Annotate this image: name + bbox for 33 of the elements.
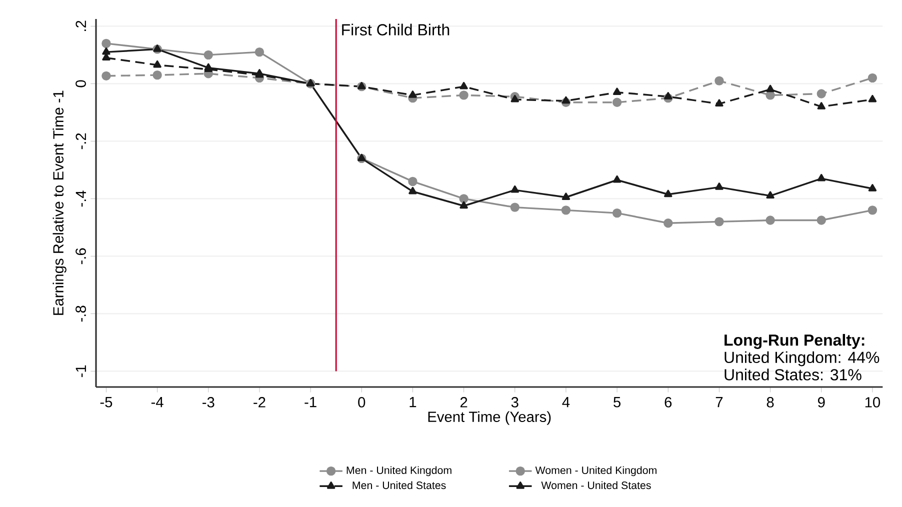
x-tick-label: 9 bbox=[818, 397, 825, 408]
y-tick-label: -.4 bbox=[76, 190, 86, 207]
legend-label: Men - United States bbox=[352, 481, 446, 490]
x-tick-label: -4 bbox=[151, 397, 164, 408]
x-tick-label: 4 bbox=[562, 397, 570, 408]
y-tick-label: 0 bbox=[76, 80, 86, 88]
y-tick-label: .2 bbox=[76, 20, 86, 31]
legend-label: Women - United Kingdom bbox=[535, 466, 656, 476]
x-tick-label: -1 bbox=[304, 397, 316, 408]
x-tick-label: 2 bbox=[460, 397, 468, 408]
annotation: Long-Run Penalty: bbox=[724, 334, 864, 349]
x-tick-label: 10 bbox=[865, 397, 880, 408]
ref-line-label: First Child Birth bbox=[342, 24, 450, 36]
annotation: United Kingdom: 44% bbox=[724, 351, 880, 366]
x-tick-label: 3 bbox=[511, 397, 518, 408]
x-tick-label: -5 bbox=[100, 397, 112, 408]
annotation: United States: 31% bbox=[724, 368, 862, 380]
x-tick-label: 5 bbox=[614, 397, 620, 408]
x-axis-title: Event Time (Years) bbox=[428, 411, 551, 425]
x-tick-label: -3 bbox=[202, 397, 214, 408]
x-tick-label: 1 bbox=[410, 397, 416, 408]
x-tick-label: 8 bbox=[766, 397, 774, 408]
x-tick-label: 0 bbox=[358, 397, 366, 408]
y-tick-label: -.6 bbox=[76, 248, 86, 264]
y-tick-label: -.2 bbox=[76, 133, 86, 150]
y-tick-label: -1 bbox=[76, 365, 86, 378]
y-tick-label: -.8 bbox=[76, 306, 86, 322]
legend-label: Women - United States bbox=[541, 481, 651, 490]
legend-label: Men - United Kingdom bbox=[346, 466, 452, 476]
x-tick-label: -2 bbox=[254, 397, 266, 408]
x-tick-label: 6 bbox=[664, 397, 672, 408]
y-axis-title: Earnings Relative to Event Time -1 bbox=[52, 90, 66, 315]
x-tick-label: 7 bbox=[716, 397, 723, 408]
